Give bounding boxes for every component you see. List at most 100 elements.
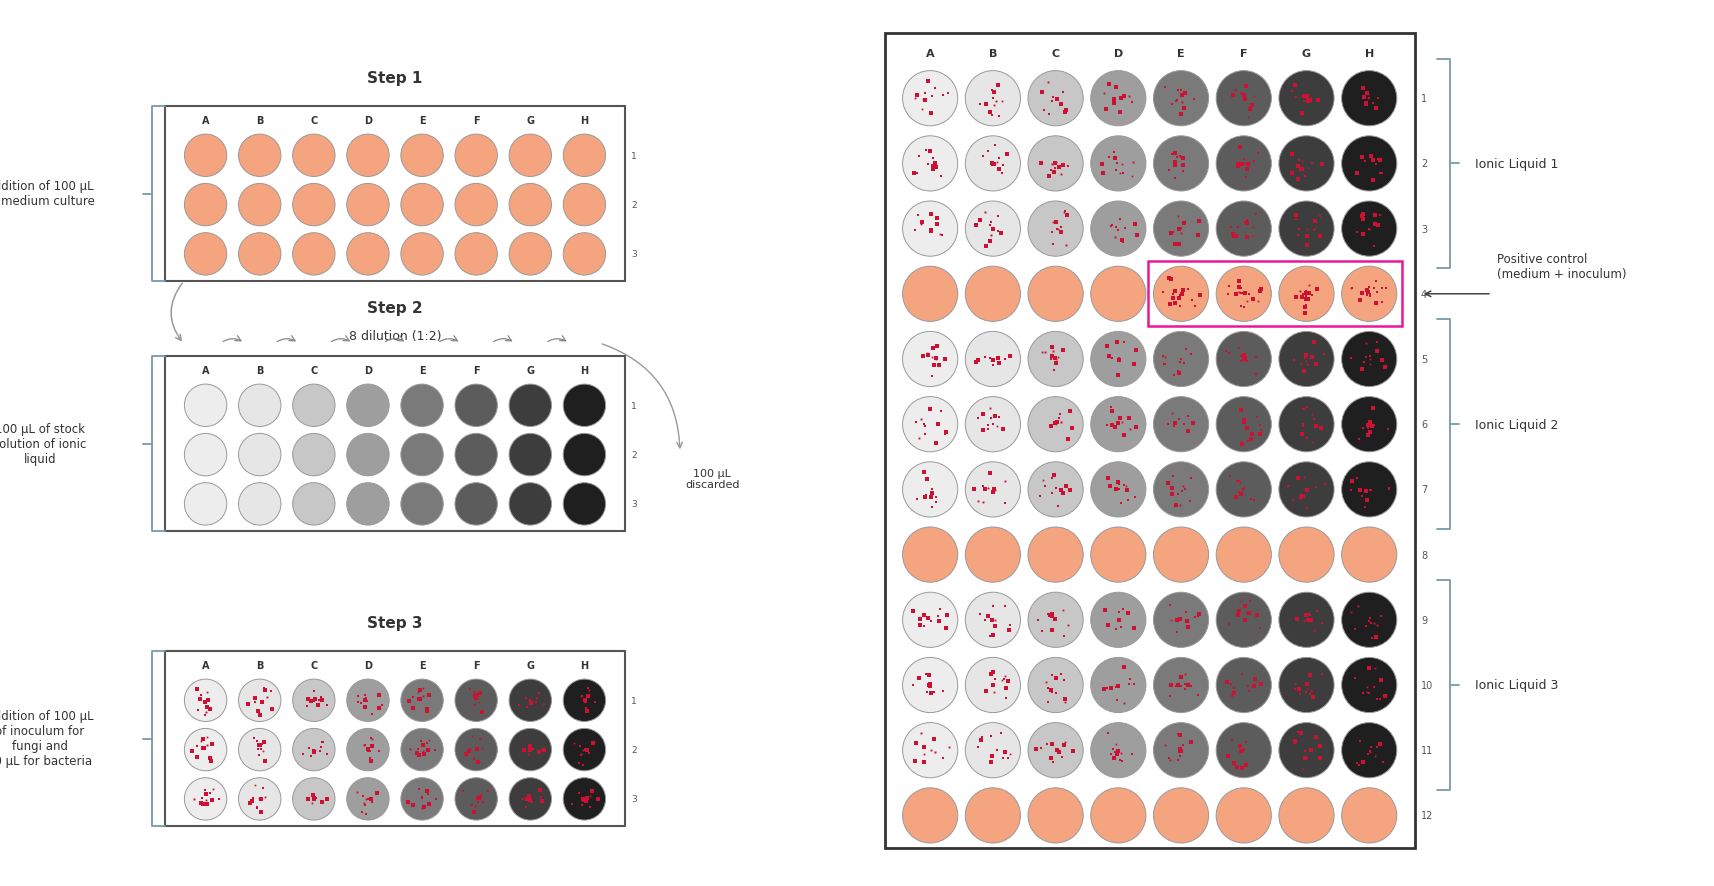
Text: Ionic Liquid 2: Ionic Liquid 2 xyxy=(1474,418,1558,431)
Text: 3: 3 xyxy=(631,500,636,509)
Circle shape xyxy=(1340,723,1395,778)
Circle shape xyxy=(346,778,389,820)
Circle shape xyxy=(509,184,552,227)
Circle shape xyxy=(238,184,281,227)
Circle shape xyxy=(509,680,552,722)
Circle shape xyxy=(1279,397,1333,452)
Circle shape xyxy=(1279,267,1333,322)
Text: G: G xyxy=(526,365,535,376)
Circle shape xyxy=(1090,72,1145,127)
Circle shape xyxy=(965,332,1020,387)
Circle shape xyxy=(1090,593,1145,648)
Circle shape xyxy=(454,385,497,427)
Text: 12: 12 xyxy=(1421,811,1433,820)
Circle shape xyxy=(1340,527,1395,582)
Circle shape xyxy=(346,483,389,525)
Circle shape xyxy=(965,657,1020,713)
Circle shape xyxy=(401,728,442,771)
Circle shape xyxy=(1027,136,1083,191)
Text: C: C xyxy=(310,116,317,126)
Text: 1: 1 xyxy=(1421,94,1426,104)
Text: 2: 2 xyxy=(631,745,636,754)
Text: B: B xyxy=(255,365,264,376)
Text: H: H xyxy=(579,365,588,376)
Circle shape xyxy=(238,233,281,276)
Circle shape xyxy=(238,385,281,427)
Circle shape xyxy=(238,728,281,771)
Circle shape xyxy=(293,680,334,722)
Circle shape xyxy=(562,728,605,771)
Circle shape xyxy=(1215,788,1270,843)
Circle shape xyxy=(965,462,1020,517)
Circle shape xyxy=(1154,202,1208,257)
Text: 1: 1 xyxy=(631,152,636,160)
Circle shape xyxy=(293,184,334,227)
Circle shape xyxy=(562,184,605,227)
Circle shape xyxy=(1090,723,1145,778)
Circle shape xyxy=(346,680,389,722)
Circle shape xyxy=(1154,462,1208,517)
Circle shape xyxy=(1340,657,1395,713)
Circle shape xyxy=(1340,332,1395,387)
Circle shape xyxy=(562,680,605,722)
Text: 6: 6 xyxy=(1421,420,1426,430)
Text: C: C xyxy=(310,365,317,376)
Circle shape xyxy=(238,680,281,722)
Circle shape xyxy=(1215,462,1270,517)
Text: F: F xyxy=(473,365,480,376)
Circle shape xyxy=(185,385,226,427)
Circle shape xyxy=(1090,267,1145,322)
Circle shape xyxy=(509,233,552,276)
Circle shape xyxy=(1340,267,1395,322)
Circle shape xyxy=(454,728,497,771)
Circle shape xyxy=(1027,397,1083,452)
Text: Step 1: Step 1 xyxy=(367,72,422,87)
FancyBboxPatch shape xyxy=(165,651,624,826)
Circle shape xyxy=(1154,788,1208,843)
Circle shape xyxy=(1090,136,1145,191)
FancyBboxPatch shape xyxy=(165,107,624,282)
Text: 8 dilution (1:2): 8 dilution (1:2) xyxy=(348,330,440,343)
Text: D: D xyxy=(363,365,372,376)
Circle shape xyxy=(1279,202,1333,257)
Circle shape xyxy=(1027,788,1083,843)
Circle shape xyxy=(238,135,281,177)
Text: H: H xyxy=(1364,49,1373,58)
Circle shape xyxy=(1279,657,1333,713)
Text: 10: 10 xyxy=(1421,680,1433,690)
Text: D: D xyxy=(363,660,372,670)
Circle shape xyxy=(902,332,956,387)
Text: B: B xyxy=(987,49,996,58)
Text: D: D xyxy=(363,116,372,126)
Circle shape xyxy=(902,72,956,127)
Circle shape xyxy=(1215,593,1270,648)
Circle shape xyxy=(1279,593,1333,648)
Circle shape xyxy=(401,184,442,227)
Text: 3: 3 xyxy=(631,795,636,804)
Text: E: E xyxy=(418,365,425,376)
Circle shape xyxy=(401,680,442,722)
Circle shape xyxy=(902,593,956,648)
Text: H: H xyxy=(579,660,588,670)
Circle shape xyxy=(1279,788,1333,843)
Circle shape xyxy=(1154,72,1208,127)
Circle shape xyxy=(965,267,1020,322)
Circle shape xyxy=(1215,657,1270,713)
Circle shape xyxy=(346,233,389,276)
Circle shape xyxy=(902,202,956,257)
Circle shape xyxy=(1090,202,1145,257)
Circle shape xyxy=(562,233,605,276)
Circle shape xyxy=(185,483,226,525)
Circle shape xyxy=(1215,202,1270,257)
Text: A: A xyxy=(926,49,934,58)
Circle shape xyxy=(1090,788,1145,843)
Circle shape xyxy=(1279,527,1333,582)
Circle shape xyxy=(293,434,334,477)
Circle shape xyxy=(238,778,281,820)
Circle shape xyxy=(965,723,1020,778)
Circle shape xyxy=(293,233,334,276)
Circle shape xyxy=(1027,657,1083,713)
Circle shape xyxy=(1215,723,1270,778)
Circle shape xyxy=(965,593,1020,648)
Circle shape xyxy=(1027,72,1083,127)
